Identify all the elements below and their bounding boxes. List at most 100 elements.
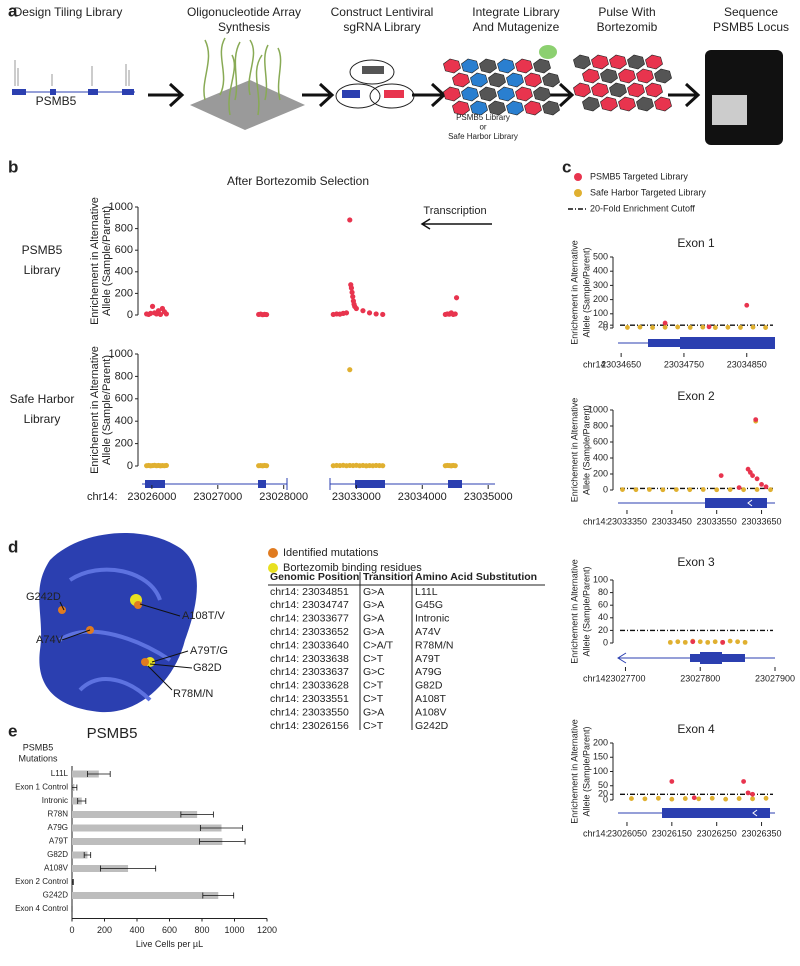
- bar: [72, 824, 222, 832]
- y-tick-label: 0: [603, 794, 608, 804]
- point: [741, 779, 746, 784]
- error-bar: [71, 879, 74, 885]
- table-cell: C>T: [363, 680, 384, 692]
- y-axis-label: Allele (Sample/Parent): [101, 206, 113, 316]
- step-label: Oligonucleotide Array: [187, 5, 301, 19]
- x-prefix: chr14:: [583, 673, 608, 683]
- y-tick-label: 1000: [109, 348, 133, 360]
- table-cell: chr14: 23026156: [270, 720, 349, 732]
- y-tick-label: 200: [593, 737, 608, 747]
- table-cell: chr14: 23033551: [270, 693, 349, 705]
- table-header: Transition: [363, 571, 413, 583]
- cell: [452, 100, 470, 116]
- point: [373, 311, 379, 317]
- error-bar: [202, 892, 235, 899]
- table-header: Genomic Position: [270, 571, 359, 583]
- panel-b-gene-track: [258, 480, 266, 488]
- panel-b-gene-track: [142, 478, 495, 490]
- cell: [497, 86, 515, 102]
- error-bar: [180, 811, 214, 818]
- y-axis-label: Mutations: [18, 753, 58, 763]
- error-bar: [87, 771, 111, 777]
- y-tick-label: 0: [603, 637, 608, 647]
- panel-a-icons: [88, 89, 98, 95]
- panel-letter: a: [8, 1, 18, 20]
- panel-c-gene-tracks: [752, 809, 758, 817]
- panel-a-icons: [412, 82, 447, 108]
- y-tick-label: 100: [593, 766, 608, 776]
- point: [349, 289, 355, 295]
- point: [727, 487, 733, 492]
- table-cell: C>T: [363, 720, 384, 732]
- point: [452, 463, 458, 469]
- x-tick-label: 23027900: [755, 673, 795, 683]
- protein-structure: [58, 567, 172, 702]
- point: [700, 487, 706, 492]
- point: [629, 796, 634, 801]
- y-tick-label: 200: [593, 468, 608, 478]
- x-tick-label: 1200: [257, 925, 277, 935]
- library-label: Library: [24, 412, 61, 426]
- table-cell: chr14: 23033550: [270, 706, 349, 718]
- table-cell: chr14: 23034747: [270, 599, 349, 611]
- x-tick-label: 23026250: [697, 828, 737, 838]
- cell: [515, 86, 533, 102]
- point: [750, 473, 755, 478]
- category-label: L11L: [51, 769, 69, 778]
- table-cell: A108T: [415, 693, 447, 705]
- cell: [506, 100, 524, 116]
- panel-c-gene-tracks: [747, 499, 753, 507]
- bar: [72, 892, 219, 899]
- point: [662, 324, 668, 330]
- error-bar: [100, 865, 157, 872]
- x-tick-label: 23034000: [398, 491, 447, 503]
- panel-a-icons: [539, 45, 557, 59]
- x-tick-label: 23035000: [464, 491, 513, 503]
- point: [738, 325, 743, 330]
- table-cell: chr14: 23033640: [270, 639, 349, 651]
- cell: [506, 72, 524, 88]
- point: [690, 639, 696, 645]
- y-tick-label: 600: [593, 436, 608, 446]
- bar: [72, 811, 198, 818]
- x-tick-label: 23027700: [605, 673, 645, 683]
- bar: [72, 797, 82, 805]
- y-tick-label: 400: [115, 415, 133, 427]
- point: [660, 487, 666, 493]
- panel-c-gene-tracks: [705, 498, 767, 508]
- cell: [573, 82, 591, 98]
- point: [709, 795, 715, 801]
- point: [687, 325, 693, 330]
- library-label: PSMB5: [22, 243, 63, 257]
- y-tick-label: 50: [598, 780, 608, 790]
- y-tick-label: 200: [593, 294, 608, 304]
- point: [727, 638, 733, 644]
- point: [745, 790, 751, 796]
- point: [163, 462, 169, 469]
- x-prefix: chr14:: [583, 828, 608, 838]
- step-label: Bortezomib: [597, 20, 658, 34]
- y-tick-label: 20: [598, 625, 608, 635]
- table-cell: A74V: [415, 626, 441, 638]
- panel-a-icons: [362, 66, 384, 74]
- panel-a-icons: [335, 83, 381, 109]
- y-axis-label: Enrichement in Alternative: [569, 559, 579, 664]
- table-cell: G82D: [415, 680, 443, 692]
- table-cell: L11L: [415, 586, 438, 598]
- cell: [470, 72, 488, 88]
- cell: [443, 58, 461, 74]
- step-label: Sequence: [724, 5, 778, 19]
- cell: [636, 96, 654, 112]
- point: [725, 324, 731, 330]
- table-cell: R78M/N: [415, 639, 454, 651]
- cell: [524, 72, 542, 88]
- step-label: And Mutagenize: [473, 20, 560, 34]
- panel-a-icons: [12, 89, 26, 95]
- y-tick-label: 20: [598, 789, 608, 799]
- x-axis-label: Live Cells per µL: [136, 939, 203, 949]
- y-axis-label: PSMB5: [23, 742, 54, 752]
- step-label: Design Tiling Library: [14, 5, 123, 19]
- y-tick-label: 200: [115, 287, 133, 299]
- step-label: sgRNA Library: [343, 20, 420, 34]
- table-cell: A79T: [415, 653, 441, 665]
